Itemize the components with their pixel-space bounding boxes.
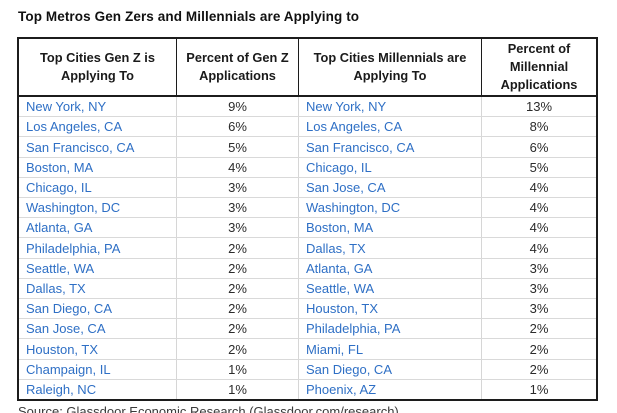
millennial-percent-value: 8% xyxy=(529,119,549,135)
millennial-city-link[interactable]: Chicago, IL xyxy=(299,157,482,177)
millennial-city-link[interactable]: San Diego, CA xyxy=(299,359,482,379)
table-row: Boston, MA 4% Chicago, IL 5% xyxy=(19,157,596,178)
table-row: San Jose, CA 2% Philadelphia, PA 2% xyxy=(19,319,596,340)
genz-city-link[interactable]: Philadelphia, PA xyxy=(19,238,177,258)
table-header-row: Top Cities Gen Z is Applying To Percent … xyxy=(19,39,596,97)
genz-city-link[interactable]: Dallas, TX xyxy=(19,278,177,299)
table-row: Chicago, IL 3% San Jose, CA 4% xyxy=(19,177,596,199)
millennial-city-link[interactable]: San Jose, CA xyxy=(299,177,482,198)
genz-percent-value: 9% xyxy=(177,97,299,117)
genz-percent-value: 2% xyxy=(177,258,299,278)
metros-comparison-table: Top Cities Gen Z is Applying To Percent … xyxy=(17,37,598,401)
table-row: New York, NY 9% New York, NY 13% xyxy=(19,97,596,118)
header-millennial-percent: Percent of Millennial Applications xyxy=(500,41,578,92)
page-title: Top Metros Gen Zers and Millennials are … xyxy=(18,9,360,24)
table-row: Champaign, IL 1% San Diego, CA 2% xyxy=(19,359,596,380)
millennial-percent-value: 1% xyxy=(529,381,549,397)
millennial-percent-value: 5% xyxy=(529,159,549,175)
millennial-city-link[interactable]: New York, NY xyxy=(299,97,482,117)
table-row: Washington, DC 3% Washington, DC 4% xyxy=(19,198,596,219)
genz-city-link[interactable]: Raleigh, NC xyxy=(19,379,177,400)
table-row: Philadelphia, PA 2% Dallas, TX 4% xyxy=(19,238,596,259)
table-row: Dallas, TX 2% Seattle, WA 3% xyxy=(19,278,596,300)
millennial-percent-value: 4% xyxy=(529,200,549,216)
millennial-percent-value: 2% xyxy=(529,341,549,357)
millennial-city-link[interactable]: Boston, MA xyxy=(299,218,482,238)
table-row: Los Angeles, CA 6% Los Angeles, CA 8% xyxy=(19,117,596,138)
genz-city-link[interactable]: Boston, MA xyxy=(19,157,177,177)
genz-percent-value: 3% xyxy=(177,177,299,198)
genz-percent-value: 2% xyxy=(177,238,299,258)
millennial-percent-value: 2% xyxy=(529,321,549,337)
table-body: New York, NY 9% New York, NY 13% Los Ang… xyxy=(19,97,596,400)
genz-percent-value: 4% xyxy=(177,157,299,177)
genz-percent-value: 1% xyxy=(177,379,299,400)
genz-percent-value: 2% xyxy=(177,339,299,359)
genz-percent-value: 2% xyxy=(177,278,299,299)
genz-city-link[interactable]: San Diego, CA xyxy=(19,299,177,319)
genz-city-link[interactable]: Los Angeles, CA xyxy=(19,117,177,137)
millennial-city-link[interactable]: Philadelphia, PA xyxy=(299,319,482,339)
header-millennial-cities: Top Cities Millennials are Applying To xyxy=(299,39,482,95)
millennial-percent-value: 4% xyxy=(529,220,549,236)
table-row: Seattle, WA 2% Atlanta, GA 3% xyxy=(19,258,596,279)
millennial-percent-value: 6% xyxy=(529,139,549,155)
genz-city-link[interactable]: San Jose, CA xyxy=(19,319,177,339)
millennial-city-link[interactable]: Washington, DC xyxy=(299,198,482,218)
source-note: Source: Glassdoor Economic Research (Gla… xyxy=(18,404,399,413)
genz-city-link[interactable]: Chicago, IL xyxy=(19,177,177,198)
millennial-city-link[interactable]: San Francisco, CA xyxy=(299,137,482,157)
genz-city-link[interactable]: Seattle, WA xyxy=(19,258,177,278)
genz-percent-value: 3% xyxy=(177,198,299,218)
header-genz-cities: Top Cities Gen Z is Applying To xyxy=(19,39,177,95)
millennial-percent-value: 4% xyxy=(529,179,549,195)
millennial-percent-value: 3% xyxy=(529,301,549,317)
millennial-percent-value: 3% xyxy=(529,280,549,296)
genz-city-link[interactable]: New York, NY xyxy=(19,97,177,117)
genz-percent-value: 5% xyxy=(177,137,299,157)
millennial-city-link[interactable]: Los Angeles, CA xyxy=(299,117,482,137)
genz-percent-value: 3% xyxy=(177,218,299,238)
millennial-percent-value: 3% xyxy=(529,260,549,276)
millennial-city-link[interactable]: Phoenix, AZ xyxy=(299,379,482,400)
genz-city-link[interactable]: Champaign, IL xyxy=(19,359,177,379)
table-row: San Diego, CA 2% Houston, TX 3% xyxy=(19,299,596,320)
millennial-percent-value: 4% xyxy=(529,240,549,256)
genz-city-link[interactable]: Atlanta, GA xyxy=(19,218,177,238)
table-row: Atlanta, GA 3% Boston, MA 4% xyxy=(19,218,596,239)
millennial-city-link[interactable]: Dallas, TX xyxy=(299,238,482,258)
table-row: Houston, TX 2% Miami, FL 2% xyxy=(19,339,596,360)
millennial-city-link[interactable]: Atlanta, GA xyxy=(299,258,482,278)
millennial-percent-value: 13% xyxy=(525,99,553,115)
millennial-city-link[interactable]: Houston, TX xyxy=(299,299,482,319)
genz-city-link[interactable]: Houston, TX xyxy=(19,339,177,359)
header-genz-percent: Percent of Gen Z Applications xyxy=(177,39,299,95)
millennial-percent-value: 2% xyxy=(529,361,549,377)
millennial-city-link[interactable]: Seattle, WA xyxy=(299,278,482,299)
genz-percent-value: 6% xyxy=(177,117,299,137)
table-row: Raleigh, NC 1% Phoenix, AZ 1% xyxy=(19,379,596,400)
genz-percent-value: 2% xyxy=(177,319,299,339)
genz-percent-value: 2% xyxy=(177,299,299,319)
genz-city-link[interactable]: San Francisco, CA xyxy=(19,137,177,157)
genz-city-link[interactable]: Washington, DC xyxy=(19,198,177,218)
genz-percent-value: 1% xyxy=(177,359,299,379)
millennial-city-link[interactable]: Miami, FL xyxy=(299,339,482,359)
table-row: San Francisco, CA 5% San Francisco, CA 6… xyxy=(19,137,596,158)
